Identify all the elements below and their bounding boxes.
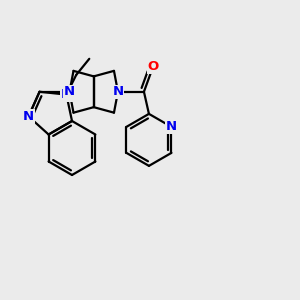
- Text: N: N: [64, 85, 75, 98]
- Text: N: N: [112, 85, 124, 98]
- Text: N: N: [23, 110, 34, 123]
- Text: N: N: [166, 120, 177, 134]
- Text: N: N: [61, 88, 72, 101]
- Text: O: O: [147, 60, 159, 73]
